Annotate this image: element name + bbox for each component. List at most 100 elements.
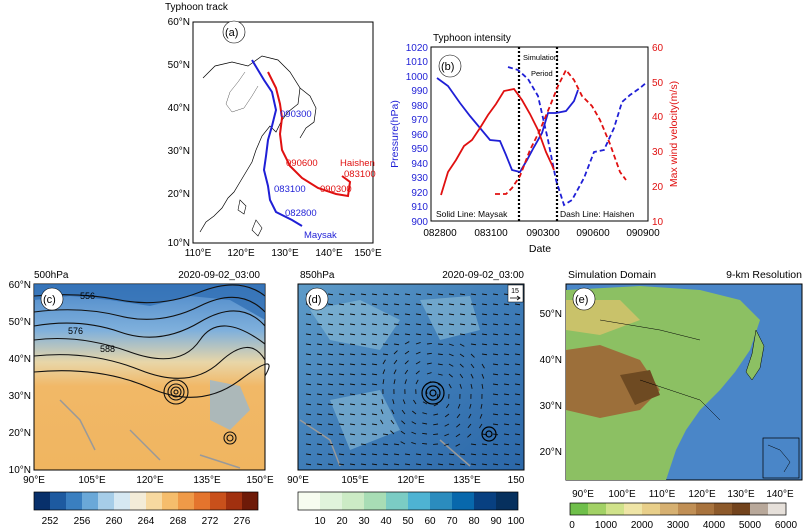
wind-vector	[400, 441, 406, 445]
wind-vector	[422, 401, 428, 405]
haishen-label-090600: 090600	[286, 158, 318, 169]
right-tick: 20	[652, 182, 664, 193]
wind-vector	[338, 313, 345, 316]
left-tick: 940	[411, 159, 428, 170]
wind-vector	[360, 313, 367, 316]
wind-vector	[467, 423, 472, 429]
wind-vector	[437, 333, 444, 336]
wind-vector	[415, 361, 421, 365]
wind-vector-field	[305, 293, 521, 466]
wind-vector	[481, 293, 488, 296]
panel-d-xtick: 150	[508, 475, 525, 486]
wind-vector	[469, 403, 472, 409]
panel-e-ytick: 30°N	[540, 401, 562, 412]
wind-vector	[503, 453, 510, 456]
wind-vector	[371, 323, 378, 326]
wind-vector	[382, 433, 389, 436]
wind-vector	[404, 360, 409, 365]
wind-vector	[316, 423, 323, 426]
wind-vector	[316, 453, 323, 456]
wind-vector	[316, 363, 323, 366]
wind-vector	[327, 343, 334, 346]
wind-vector	[422, 422, 428, 425]
wind-vector	[393, 343, 400, 346]
panel-e-label-bg	[572, 287, 596, 311]
wind-vector	[448, 463, 455, 466]
wind-vector	[393, 303, 400, 306]
wind-vector	[413, 399, 417, 405]
left-tick: 900	[411, 217, 428, 228]
wind-vector	[305, 423, 312, 426]
wind-vector	[338, 393, 345, 396]
panel-c-cbar-tick: 268	[170, 516, 187, 527]
wind-vector	[411, 410, 417, 415]
note-solid: Solid Line: Maysak	[436, 209, 508, 219]
wind-vector	[437, 353, 443, 356]
sim-label-2: Period	[531, 69, 553, 78]
wind-vector	[437, 293, 444, 296]
wind-vector	[327, 303, 334, 306]
panel-e-cbar-tick: 1000	[595, 520, 618, 531]
wind-vector	[448, 293, 455, 296]
wind-vector	[382, 333, 389, 336]
cold-region	[34, 284, 265, 320]
wind-vector	[503, 323, 510, 326]
ref-vector-label: 15	[511, 288, 519, 295]
panel-b-label-bg	[438, 54, 462, 78]
wind-vector	[305, 383, 312, 386]
panel-e-ytick: 50°N	[540, 309, 562, 320]
wind-vector	[338, 413, 345, 416]
wind-vector	[382, 353, 389, 356]
wind-vector	[514, 403, 521, 406]
panel-d-level: 850hPa	[300, 270, 335, 281]
wind-vector	[514, 313, 521, 316]
wind-vector	[503, 413, 510, 416]
panel-e-cbar-tick: 2000	[631, 520, 654, 531]
wind-vector	[404, 350, 410, 355]
sim-label-1: Simulation	[523, 53, 558, 62]
contour-label: 576	[68, 326, 83, 336]
wind-vector	[470, 463, 477, 466]
wind-vector	[503, 363, 510, 366]
wind-vector	[360, 353, 367, 356]
wind-vector	[404, 333, 411, 336]
right-tick: 10	[652, 217, 664, 228]
wind-vector	[316, 353, 323, 356]
wind-vector	[360, 443, 367, 446]
wind-vector	[360, 403, 367, 406]
wind-vector	[433, 403, 439, 407]
wind-vector	[492, 373, 499, 376]
inset-map	[762, 437, 800, 479]
wind-vector	[492, 313, 499, 316]
wind-vector	[349, 293, 356, 296]
wind-vector	[316, 323, 323, 326]
wind-vector	[371, 373, 378, 376]
wind-vector	[305, 323, 312, 326]
wind-vector	[360, 463, 367, 466]
wind-vector	[327, 423, 334, 426]
wind-vector	[492, 463, 499, 466]
panel-a-ytick: 10°N	[168, 238, 190, 249]
wind-vector	[470, 363, 475, 369]
panel-d-xtick: 105°E	[341, 475, 369, 486]
maysak-wind-line	[440, 88, 555, 196]
panel-a-label: (a)	[225, 27, 238, 39]
wind-vector	[402, 399, 406, 405]
panel-d-cbar-tick: 20	[336, 516, 348, 527]
wind-vector	[390, 430, 395, 435]
wind-vector	[459, 373, 464, 379]
wind-vector	[457, 403, 461, 409]
wind-vector	[371, 423, 378, 426]
wind-vector	[459, 333, 466, 336]
panel-a-label-bg	[222, 20, 246, 44]
panel-d-label: (d)	[308, 294, 321, 306]
islands	[237, 199, 263, 237]
wind-vector	[467, 433, 472, 438]
panel-e-ytick: 40°N	[540, 355, 562, 366]
wind-vector	[514, 373, 521, 376]
panel-e-cbar-tick: 0	[569, 520, 575, 531]
wind-vector	[503, 433, 510, 436]
wind-vector	[349, 303, 356, 306]
wind-vector	[492, 303, 499, 306]
panel-e-xtick: 130°E	[727, 489, 755, 500]
